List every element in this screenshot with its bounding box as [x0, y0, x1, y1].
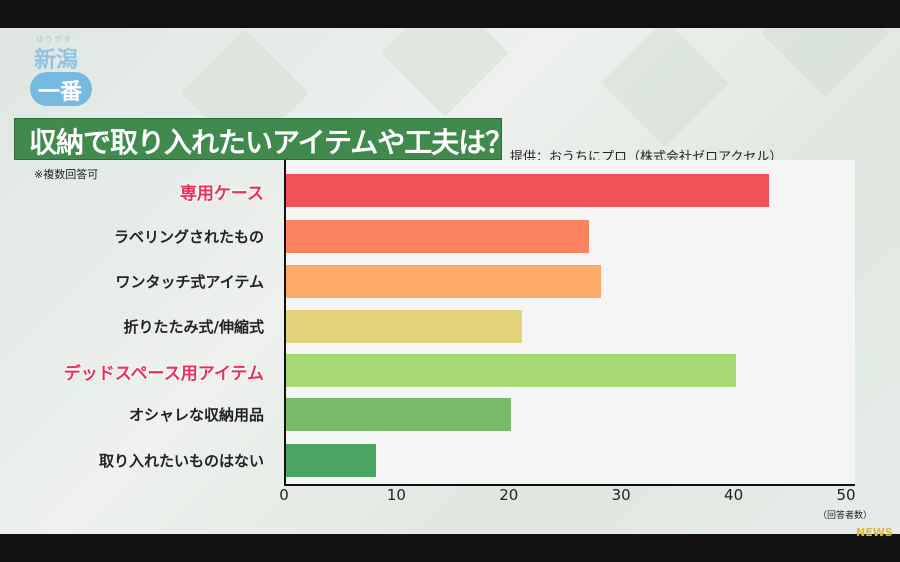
bar [286, 174, 770, 207]
chart-title: 収納で取り入れたいアイテムや工夫は？ [29, 126, 513, 159]
logo-bubble [30, 72, 92, 106]
news-watermark: NEWS [856, 526, 893, 539]
logo-subtitle: ゆうガタ [36, 35, 72, 44]
category-label: ワンタッチ式アイテム [115, 273, 264, 291]
x-tick-label: 50 [836, 486, 856, 504]
chart-note: ※複数回答可 [34, 168, 99, 181]
category-label: デッドスペース用アイテム [63, 364, 264, 384]
category-label: 専用ケース [179, 184, 264, 204]
bar [286, 310, 523, 343]
bar [286, 220, 590, 253]
x-axis-label: （回答者数） [818, 511, 873, 521]
broadcast-frame: ゆうガタ 新潟 一番 収納で取り入れたいアイテムや工夫は？ 提供：おうちにプロ（… [0, 28, 900, 534]
program-logo: ゆうガタ 新潟 一番 [24, 32, 104, 112]
x-tick-label: 40 [724, 486, 744, 504]
bar [286, 398, 511, 431]
logo-line2: 一番 [38, 80, 83, 105]
bar [286, 354, 736, 387]
bar [286, 265, 601, 298]
category-label: 折りたたみ式/伸縮式 [123, 318, 264, 336]
x-tick-label: 0 [279, 486, 289, 504]
bar [286, 444, 376, 477]
x-tick-label: 10 [386, 486, 406, 504]
x-tick-label: 20 [499, 486, 519, 504]
title-band: 収納で取り入れたいアイテムや工夫は？ [14, 118, 513, 160]
category-label: ラベリングされたもの [113, 228, 264, 246]
x-tick-label: 30 [611, 486, 631, 504]
category-label: オシャレな収納用品 [128, 406, 264, 424]
category-label: 取り入れたいものはない [98, 452, 264, 470]
logo-line1: 新潟 [34, 48, 79, 73]
